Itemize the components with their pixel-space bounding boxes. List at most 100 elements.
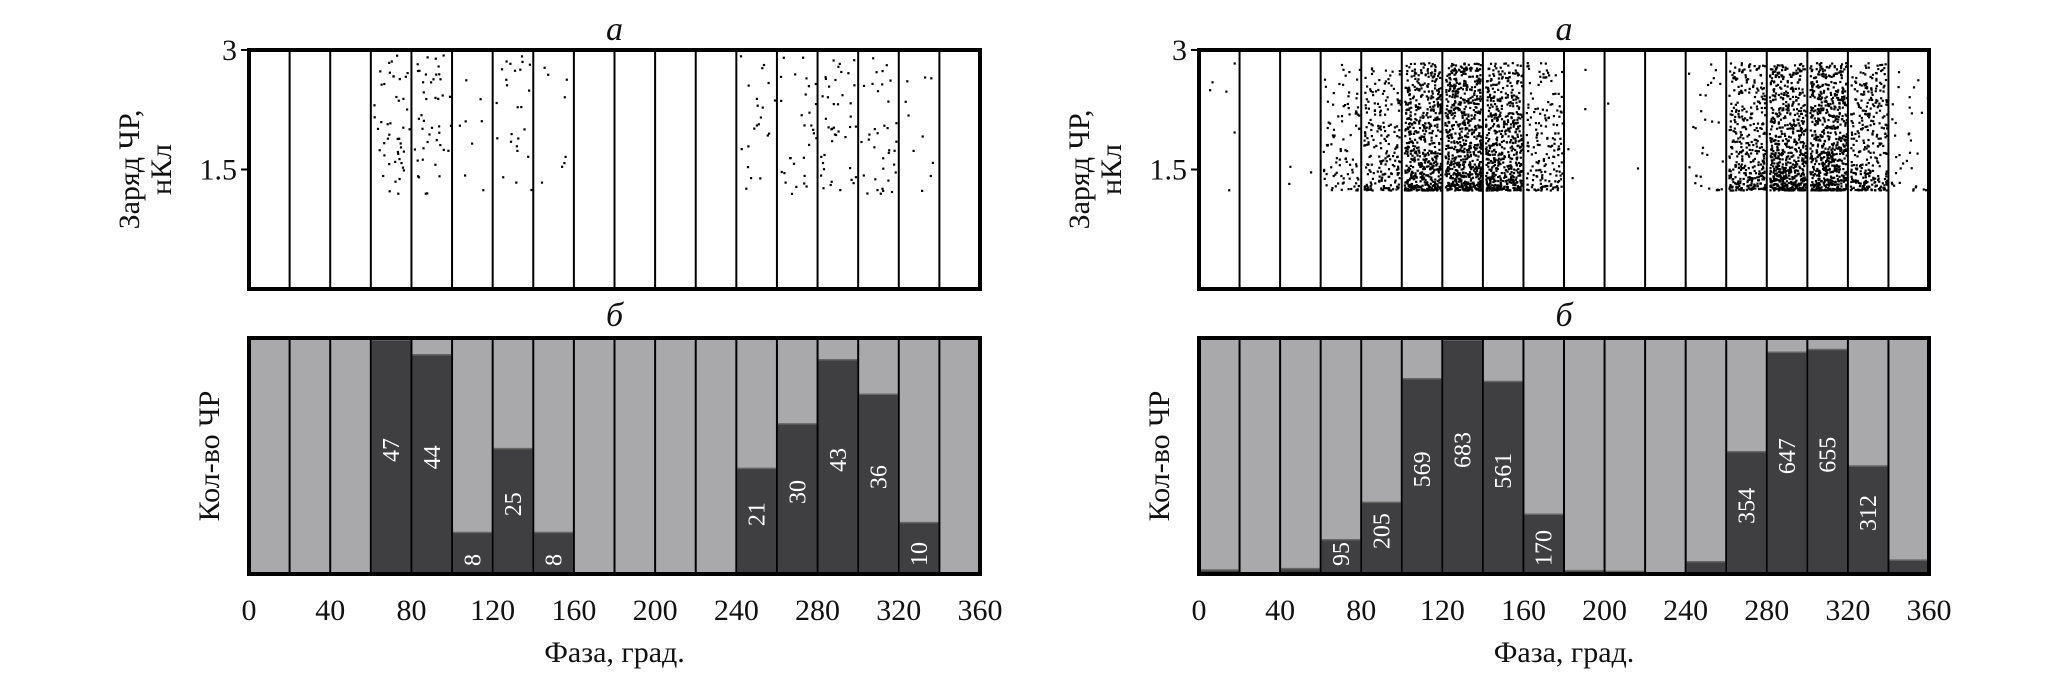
scatter-point [1558, 148, 1561, 151]
scatter-point [1479, 139, 1482, 143]
scatter-point [1744, 169, 1748, 172]
scatter-point [1536, 139, 1539, 142]
scatter-point [1535, 189, 1538, 192]
scatter-point [1396, 185, 1399, 188]
scatter-point [1784, 188, 1787, 191]
scatter-point [1463, 108, 1466, 111]
scatter-point [1740, 62, 1743, 65]
scatter-point [1764, 150, 1767, 153]
scatter-point [1380, 162, 1383, 165]
scatter-point [1853, 137, 1856, 140]
scatter-point [373, 104, 376, 107]
scatter-point [402, 150, 405, 153]
scatter-point [1771, 147, 1774, 150]
scatter-point [1769, 120, 1772, 123]
scatter-point [1416, 188, 1419, 192]
scatter-point [1756, 87, 1759, 90]
scatter-point [1380, 147, 1383, 150]
scatter-point [1812, 94, 1815, 97]
scatter-point [1396, 172, 1399, 175]
scatter-point [1397, 183, 1400, 186]
scatter-point [1384, 157, 1387, 160]
scatter-point [1540, 188, 1543, 191]
scatter-point [1342, 105, 1345, 108]
scatter-point [1813, 168, 1816, 171]
scatter-point [1544, 163, 1547, 166]
scatter-point [1771, 180, 1774, 183]
scatter-point [1469, 154, 1472, 157]
scatter-point [1882, 151, 1885, 155]
scatter-point [1872, 130, 1875, 133]
scatter-point [1551, 144, 1554, 147]
scatter-point [1479, 189, 1482, 192]
scatter-point [1448, 121, 1451, 124]
scatter-point [1480, 166, 1483, 169]
scatter-point [1449, 186, 1452, 189]
scatter-point [1447, 181, 1450, 184]
scatter-point [1518, 173, 1522, 176]
x-tick-label: 320 [1825, 594, 1870, 627]
scatter-point [1774, 68, 1777, 71]
scatter-point [1472, 169, 1476, 172]
scatter-point [1792, 127, 1795, 131]
scatter-point [1741, 115, 1744, 118]
scatter-point [1324, 85, 1327, 88]
scatter-point [1521, 115, 1524, 118]
scatter-point [1333, 134, 1336, 137]
scatter-point [1733, 127, 1736, 130]
scatter-point [1750, 152, 1753, 155]
scatter-point [1410, 183, 1413, 186]
scatter-point [1699, 175, 1702, 178]
scatter-point [1437, 97, 1440, 100]
scatter-point [1731, 140, 1734, 143]
scatter-point [1811, 68, 1814, 71]
scatter-point [1717, 189, 1720, 192]
scatter-point [1748, 188, 1751, 191]
scatter-point [1744, 174, 1747, 177]
scatter-point [1825, 65, 1828, 69]
scatter-point [1365, 183, 1368, 186]
scatter-point [1499, 73, 1502, 76]
scatter-point [1454, 69, 1458, 72]
x-tick-label: 80 [396, 594, 426, 627]
scatter-point [1451, 93, 1455, 96]
scatter-point [1829, 131, 1832, 135]
scatter-point [1734, 140, 1737, 144]
scatter-point [1714, 69, 1717, 72]
scatter-point [1516, 80, 1519, 83]
scatter-point [1451, 85, 1454, 88]
scatter-point [1835, 170, 1838, 173]
scatter-point [761, 106, 764, 109]
scatter-point [1754, 149, 1757, 152]
scatter-point [1821, 135, 1824, 138]
scatter-point [1872, 120, 1875, 123]
scatter-point [1373, 109, 1376, 112]
scatter-point [1414, 88, 1417, 91]
scatter-point [1804, 160, 1808, 164]
scatter-point [1761, 178, 1764, 181]
scatter-point [1459, 127, 1462, 131]
scatter-point [1511, 62, 1514, 65]
scatter-point [1788, 181, 1791, 185]
scatter-point [1469, 144, 1472, 147]
scatter-point [1870, 119, 1873, 122]
scatter-point [1819, 98, 1823, 101]
scatter-point [1860, 93, 1863, 96]
scatter-point [1822, 143, 1825, 146]
scatter-point [1817, 185, 1820, 188]
scatter-point [1478, 173, 1481, 176]
scatter-point [1558, 170, 1561, 173]
scatter-point [1770, 164, 1773, 167]
scatter-point [1797, 96, 1800, 100]
scatter-point [1830, 125, 1833, 128]
scatter-point [1549, 184, 1552, 187]
scatter-point [513, 69, 517, 72]
scatter-point [1739, 165, 1743, 168]
scatter-point [1463, 62, 1466, 65]
scatter-point [1815, 149, 1818, 152]
scatter-point [1510, 167, 1513, 170]
scatter-point [1882, 188, 1885, 191]
scatter-point [1774, 135, 1778, 138]
scatter-point [1444, 112, 1447, 115]
scatter-point [1733, 89, 1736, 92]
